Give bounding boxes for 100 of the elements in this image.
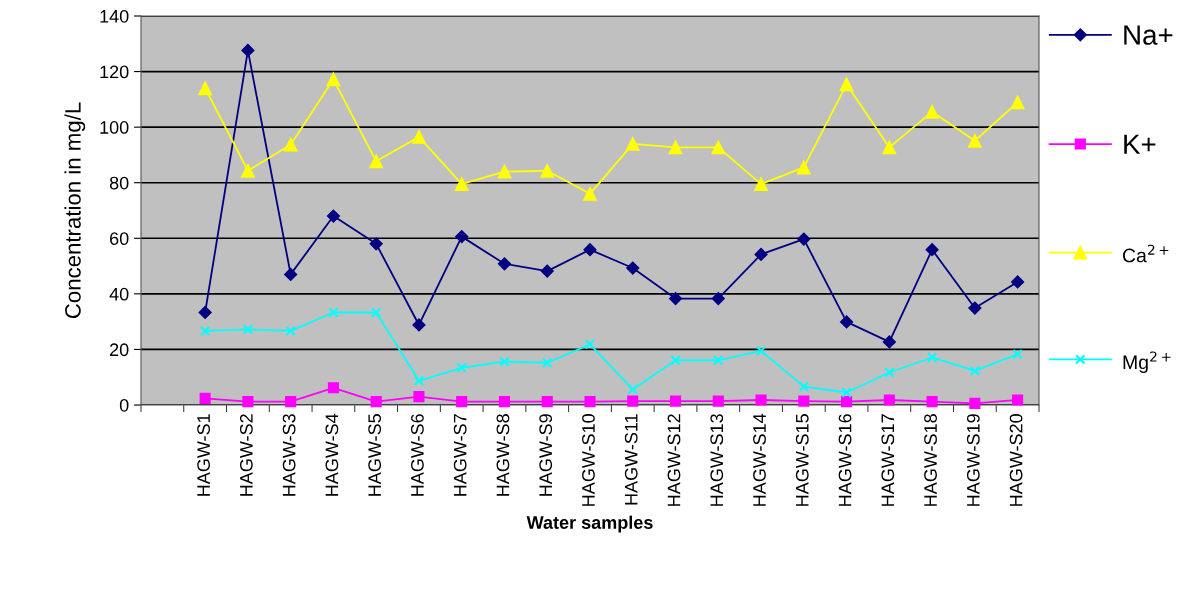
x-tick-label: HAGW-S3 bbox=[282, 414, 296, 496]
point bbox=[326, 209, 341, 223]
x-tick-label: HAGW-S2 bbox=[239, 414, 253, 496]
point bbox=[711, 140, 726, 155]
point bbox=[796, 160, 811, 175]
point bbox=[967, 133, 982, 148]
point bbox=[668, 140, 683, 155]
point bbox=[583, 186, 597, 201]
legend-label: Mg$^{2+}$ bbox=[1123, 351, 1171, 374]
x-tick-label: HAGW-S12 bbox=[667, 414, 681, 506]
point bbox=[413, 391, 425, 403]
point bbox=[841, 387, 852, 398]
point bbox=[198, 81, 213, 96]
point bbox=[627, 395, 639, 407]
point bbox=[926, 396, 938, 408]
point bbox=[882, 335, 896, 349]
point bbox=[669, 395, 682, 407]
point bbox=[242, 396, 254, 408]
point bbox=[541, 396, 553, 408]
x-tick-label: HAGW-S5 bbox=[368, 414, 382, 496]
point bbox=[240, 163, 255, 178]
point bbox=[285, 396, 297, 408]
point bbox=[969, 397, 981, 409]
x-tick-label: HAGW-S13 bbox=[710, 414, 724, 506]
point bbox=[1012, 394, 1024, 406]
y-tick-label: 80 bbox=[109, 176, 129, 190]
x-tick-label: HAGW-S16 bbox=[838, 414, 852, 506]
point bbox=[969, 365, 981, 377]
point bbox=[883, 394, 895, 406]
legend-label: Ca$^{2+}$ bbox=[1122, 244, 1169, 263]
point bbox=[499, 356, 510, 367]
point bbox=[584, 396, 596, 408]
point bbox=[454, 177, 469, 192]
point bbox=[968, 301, 982, 315]
y-tick-label: 0 bbox=[119, 398, 129, 412]
x-tick-label: HAGW-S9 bbox=[539, 414, 553, 496]
x-tick-label: HAGW-S1 bbox=[197, 414, 210, 496]
point bbox=[199, 392, 211, 404]
legend-label: Na+ bbox=[1124, 25, 1173, 45]
y-tick-label: 100 bbox=[100, 121, 129, 134]
point bbox=[369, 154, 384, 169]
x-tick-label: HAGW-S8 bbox=[496, 414, 510, 496]
x-tick-label: HAGW-S10 bbox=[582, 414, 595, 506]
point bbox=[626, 261, 640, 275]
point bbox=[412, 318, 426, 332]
x-tick-label: HAGW-S7 bbox=[453, 414, 467, 496]
point bbox=[711, 291, 725, 306]
point bbox=[712, 395, 724, 407]
point bbox=[755, 345, 767, 357]
x-tick-label: HAGW-S18 bbox=[924, 414, 937, 506]
point bbox=[1011, 275, 1025, 289]
point bbox=[754, 177, 768, 192]
point bbox=[625, 136, 640, 151]
point bbox=[456, 362, 467, 373]
point bbox=[283, 137, 298, 152]
point bbox=[241, 43, 255, 58]
point bbox=[926, 352, 938, 363]
point bbox=[540, 163, 555, 178]
x-tick-label: HAGW-S17 bbox=[881, 414, 895, 506]
x-tick-label: HAGW-S14 bbox=[753, 413, 766, 506]
point bbox=[498, 396, 511, 408]
x-tick-label: HAGW-S15 bbox=[795, 414, 809, 506]
point bbox=[199, 325, 211, 337]
x-tick-label: HAGW-S6 bbox=[411, 414, 424, 496]
point bbox=[668, 291, 683, 306]
point bbox=[584, 339, 596, 350]
point bbox=[583, 243, 597, 257]
y-axis-title: Concentration in mg/L bbox=[64, 102, 86, 319]
point bbox=[627, 384, 638, 395]
point bbox=[412, 129, 426, 144]
point bbox=[882, 140, 897, 155]
legend-label: K+ bbox=[1124, 134, 1156, 154]
point bbox=[497, 164, 512, 179]
x-tick-label: HAGW-S19 bbox=[966, 414, 980, 506]
point bbox=[925, 104, 940, 119]
y-tick-label: 40 bbox=[109, 287, 129, 301]
point bbox=[370, 396, 382, 408]
point bbox=[797, 232, 811, 246]
point bbox=[798, 395, 810, 407]
point bbox=[670, 355, 681, 366]
point bbox=[839, 315, 854, 329]
point bbox=[285, 325, 296, 337]
point bbox=[839, 77, 854, 92]
y-tick-label: 120 bbox=[100, 65, 129, 79]
point bbox=[713, 355, 724, 366]
x-tick-label: HAGW-S4 bbox=[325, 413, 339, 496]
point bbox=[456, 396, 468, 408]
point bbox=[754, 247, 768, 261]
point bbox=[497, 257, 512, 271]
point bbox=[198, 305, 212, 320]
point bbox=[326, 72, 341, 87]
point bbox=[284, 267, 298, 281]
point bbox=[884, 367, 895, 378]
x-axis-title: Water samples bbox=[526, 515, 653, 533]
point bbox=[369, 237, 383, 251]
y-tick-label: 60 bbox=[110, 232, 129, 246]
point bbox=[755, 394, 767, 406]
point bbox=[841, 396, 853, 408]
y-tick-label: 20 bbox=[110, 343, 129, 357]
point bbox=[798, 381, 810, 392]
